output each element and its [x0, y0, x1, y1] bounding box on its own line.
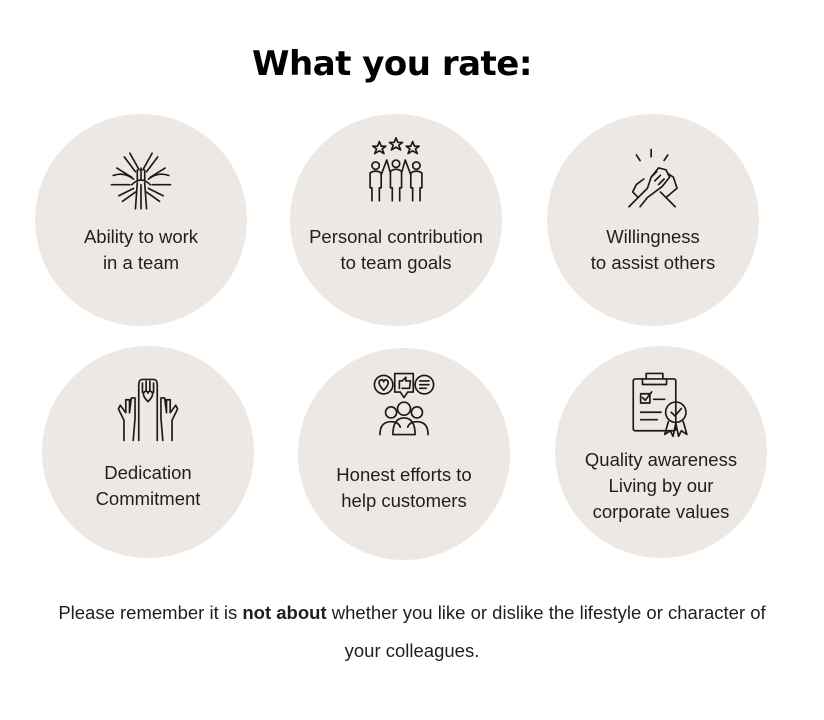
rating-card-quality: Quality awareness Living by our corporat… — [555, 346, 767, 558]
card-label-line: Quality awareness — [584, 449, 738, 470]
card-label-line: help customers — [341, 490, 467, 511]
card-label-line: to assist others — [590, 252, 716, 273]
rating-card-teamwork: Ability to work in a team — [35, 114, 247, 326]
rating-card-dedication: Dedication Commitment — [42, 346, 254, 558]
card-label-line: to team goals — [340, 252, 452, 273]
handshake-icon — [547, 142, 759, 222]
note-suffix: whether you like or dislike the lifestyl… — [326, 602, 766, 623]
card-label-line: Willingness — [606, 226, 700, 247]
page-title: What you rate: — [252, 44, 532, 84]
card-label-line: Ability to work — [83, 226, 199, 247]
note-prefix: Please remember it is — [58, 602, 243, 623]
rating-card-assist: Willingness to assist others — [547, 114, 759, 326]
customer-feedback-icon — [298, 368, 510, 448]
card-label-line: Personal contribution — [309, 226, 483, 247]
hands-together-icon — [35, 144, 247, 224]
note-emphasis: not about — [242, 602, 327, 623]
rating-card-customers: Honest efforts to help customers — [298, 348, 510, 560]
reminder-note: Please remember it is not about whether … — [0, 594, 824, 670]
card-label-line: in a team — [102, 252, 180, 273]
quality-certificate-icon — [555, 366, 767, 446]
rating-card-contribution: Personal contribution to team goals — [290, 114, 502, 326]
card-label-line: corporate values — [592, 501, 730, 522]
team-stars-icon — [290, 136, 502, 216]
note-line-2: your colleagues. — [344, 640, 480, 661]
card-label-line: Honest efforts to — [336, 464, 472, 485]
card-label-line: Commitment — [95, 488, 201, 509]
card-label-line: Dedication — [104, 462, 192, 483]
card-label-line: Living by our — [608, 475, 714, 496]
raised-hands-icon — [42, 372, 254, 452]
